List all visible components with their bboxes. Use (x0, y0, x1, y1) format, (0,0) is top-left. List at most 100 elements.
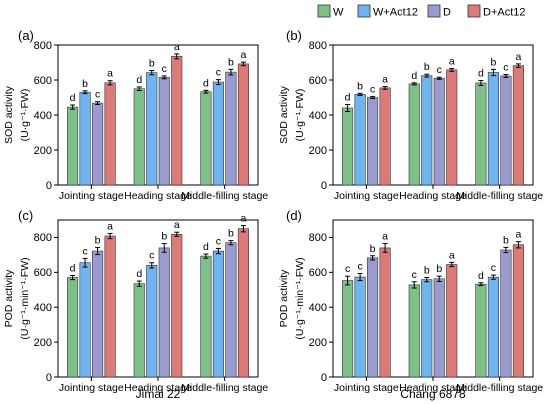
y-axis-label: (U·g⁻¹·min⁻¹·FW) (294, 257, 306, 339)
panel-label: (c) (18, 208, 33, 223)
bar (433, 77, 445, 186)
significance-letter: b (424, 61, 430, 73)
y-tick-label: 200 (34, 337, 52, 349)
bar (212, 250, 224, 378)
significance-letter: d (70, 92, 76, 104)
significance-letter: c (357, 261, 362, 273)
y-axis-label: POD activity (3, 269, 15, 328)
legend-label: W (333, 7, 344, 19)
panels: (a) SOD activity (U·g⁻¹·FW) 0 200 400 600 800 Jo… (3, 28, 543, 401)
significance-letter: d (478, 270, 484, 282)
bar (475, 82, 487, 186)
bar (475, 283, 487, 378)
x-tick-label: Jointing stage (59, 190, 124, 202)
y-tick-label: 600 (309, 75, 327, 87)
bar (67, 106, 79, 186)
x-tick-label: Jointing stage (334, 382, 399, 394)
significance-letter: b (370, 243, 376, 255)
y-tick-label: 400 (34, 302, 52, 314)
bar (379, 87, 391, 186)
bar (171, 56, 183, 186)
bar (171, 234, 183, 378)
significance-letter: a (240, 213, 246, 225)
bar (512, 244, 524, 378)
bar (158, 247, 170, 378)
y-tick-label: 400 (309, 302, 327, 314)
bar (379, 247, 391, 378)
cultivar-label: Chang 6878 (400, 387, 466, 401)
significance-letter: d (411, 70, 417, 82)
bar (92, 250, 104, 378)
bar (342, 107, 354, 186)
bar (367, 97, 379, 186)
bar (408, 83, 420, 186)
y-tick-label: 400 (34, 110, 52, 122)
y-tick-label: 0 (46, 372, 52, 384)
legend-item: W (317, 4, 344, 19)
significance-letter: a (515, 51, 521, 63)
chart-panel: (b) SOD activity (U·g⁻¹·FW) 0 200 400 600 800 Jo… (278, 28, 543, 202)
significance-letter: b (95, 235, 101, 247)
significance-letter: c (370, 83, 375, 95)
y-tick-label: 0 (321, 180, 327, 192)
bar (104, 82, 116, 186)
bar (408, 284, 420, 378)
y-tick-label: 600 (309, 267, 327, 279)
legend-label: W+Act12 (373, 7, 418, 19)
significance-letter: a (107, 68, 113, 80)
chart-panel: (a) SOD activity (U·g⁻¹·FW) 0 200 400 600 800 Jo… (3, 28, 268, 202)
x-tick-label: Heading stage (124, 382, 192, 394)
bar (133, 88, 145, 186)
significance-letter: b (424, 265, 430, 277)
legend-label: D (443, 7, 451, 19)
significance-letter: a (240, 49, 246, 61)
significance-letter: b (503, 234, 509, 246)
bar (79, 91, 91, 186)
y-tick-label: 200 (309, 337, 327, 349)
significance-letter: c (162, 63, 167, 75)
y-tick-label: 200 (309, 145, 327, 157)
bar (200, 255, 212, 378)
legend-swatch (317, 4, 331, 18)
x-tick-label: Jointing stage (334, 190, 399, 202)
significance-letter: a (174, 41, 180, 53)
bar (104, 235, 116, 378)
significance-letter: a (382, 231, 388, 243)
bar (433, 278, 445, 378)
significance-letter: b (149, 58, 155, 70)
bar (146, 265, 158, 378)
bar (512, 65, 524, 186)
y-tick-label: 400 (309, 110, 327, 122)
y-axis-label: SOD activity (3, 85, 15, 144)
significance-letter: c (216, 67, 221, 79)
bar (200, 91, 212, 186)
bar (500, 249, 512, 378)
significance-letter: b (357, 80, 363, 92)
legend-swatch (427, 4, 441, 18)
bar (500, 75, 512, 186)
significance-letter: a (174, 219, 180, 231)
significance-letter: c (412, 269, 417, 281)
bar (421, 279, 433, 378)
significance-letter: d (203, 77, 209, 89)
significance-letter: a (449, 249, 455, 261)
significance-letter: d (136, 268, 142, 280)
panel-label: (b) (286, 28, 302, 43)
legend-item: W+Act12 (357, 4, 418, 19)
legend-label: D+Act12 (483, 7, 526, 19)
significance-letter: b (161, 231, 167, 243)
legend: W W+Act12 D D+Act12 (317, 4, 526, 19)
bar (354, 94, 366, 186)
bar (446, 69, 458, 186)
significance-letter: d (136, 74, 142, 86)
bar (487, 72, 499, 186)
x-tick-label: Heading stage (399, 382, 467, 394)
cultivar-label: Jimai 22 (136, 387, 181, 401)
significance-letter: c (82, 245, 87, 257)
x-tick-label: Middle-filling stage (456, 190, 543, 202)
bar (237, 63, 249, 186)
bar (446, 264, 458, 378)
panel-label: (d) (286, 208, 302, 223)
significance-letter: b (82, 78, 88, 90)
bar (342, 280, 354, 378)
